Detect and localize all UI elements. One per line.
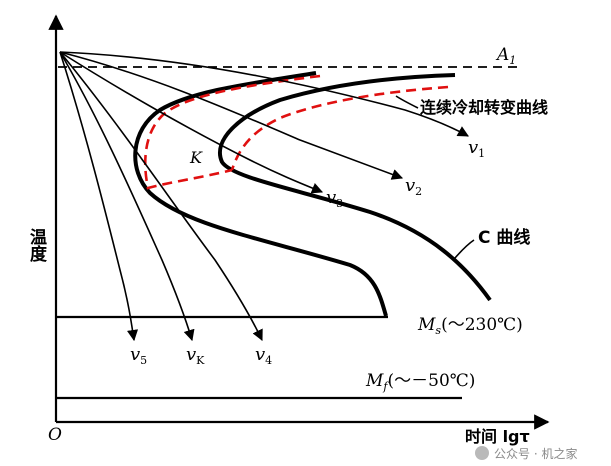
cct-curve-start [143, 74, 321, 190]
watermark: 公众号 · 机之家 [475, 446, 577, 461]
cooling-curve-vk [59, 51, 195, 342]
mf-label: Mf(～－50℃) [365, 371, 475, 393]
cooling-curve-v2 [59, 51, 404, 180]
leader-c-curve [454, 239, 475, 259]
vk-label: vK [186, 344, 205, 367]
cooling-curve-v4 [59, 51, 263, 342]
watermark-text: 公众号 · 机之家 [494, 446, 577, 461]
cct-curve-finish [230, 85, 449, 171]
cct-curve-label: 连续冷却转变曲线 [420, 98, 548, 117]
v2-label: v2 [405, 175, 422, 198]
x-axis-label: 时间 lgτ [465, 427, 530, 446]
cooling-curve-v1 [59, 51, 469, 137]
cooling-curve-v3 [59, 51, 324, 194]
v4-label: v4 [255, 344, 272, 367]
v1-label: v1 [468, 137, 485, 160]
k-point-label: K [189, 148, 203, 167]
c-curve-start [133, 71, 388, 317]
cooling-curve-v5 [59, 51, 139, 342]
ms-label: Ms(～230℃) [417, 315, 523, 337]
v3-label: v3 [326, 187, 343, 210]
a1-label: A1 [495, 45, 516, 67]
c-curve-finish [218, 73, 492, 302]
origin-label: O [48, 425, 62, 445]
wechat-icon [475, 446, 489, 460]
leader-cct [395, 95, 419, 109]
y-axis-label: 温度 [26, 228, 47, 263]
v5-label: v5 [130, 344, 147, 367]
c-curve-label: C 曲线 [478, 227, 530, 248]
